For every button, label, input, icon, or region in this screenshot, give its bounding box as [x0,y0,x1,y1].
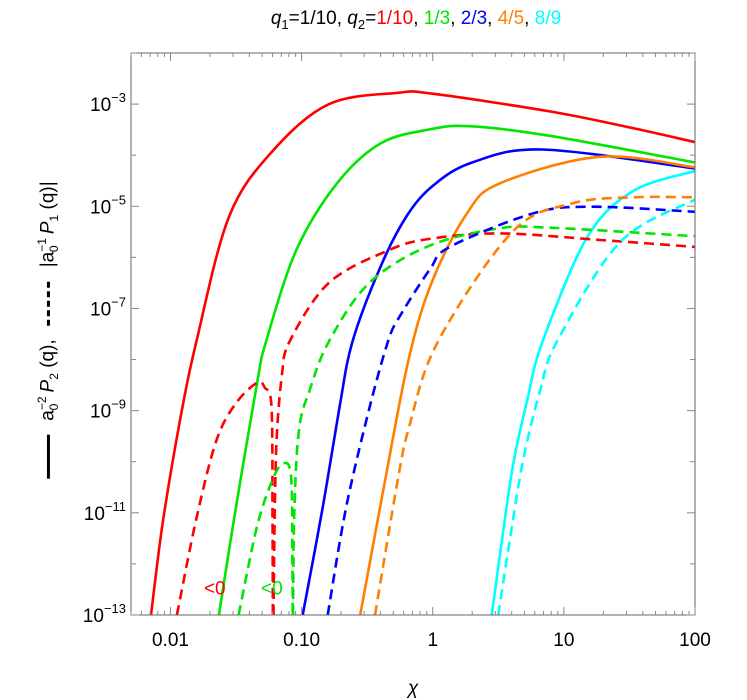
series-line-q2-8-9-dashed [497,198,695,615]
series-line-q2-8-9-solid [490,169,695,615]
title-q2-value: 2/3 [461,8,487,29]
series-line-q2-1-3-dashed [291,225,695,615]
ylabel-p1: |a−10 P1 (q)| [34,181,62,268]
series-line-q2-2-3-solid [301,148,695,615]
y-tick-label: 10−13 [83,601,126,627]
title-separator: , [413,8,424,29]
title-q1-sub: 1 [281,17,288,32]
y-tick-label: 10−7 [90,294,126,320]
series-line-q2-4-5-dashed [373,195,695,615]
legend-dashed-line [46,281,50,326]
axis-ticks: 0.01 0.10 1 10 100 10−3 10−5 10−7 10−9 10−11 10−13 [83,52,711,651]
series-line-q2-1-3-solid [217,124,695,615]
y-axis-label: a−20 P2 (q), |a−10 P1 (q)| [34,181,62,479]
title-q2-eq: = [365,8,376,29]
annotation-negative: <0 [204,579,226,600]
series-line-q2-1-10-solid [149,90,695,615]
x-tick-label: 10 [553,630,574,651]
title-separator: , [450,8,461,29]
title-q2-value: 1/10 [376,8,413,29]
x-tick-label: 0.10 [283,630,320,651]
title-q2-sub: 2 [358,17,365,32]
annotation-negative: <0 [261,579,283,600]
y-tick-label: 10−11 [84,499,126,525]
title-separator: , [487,8,498,29]
plot-curves [149,90,695,615]
y-tick-label: 10−9 [90,397,126,423]
title-separator: , [524,8,535,29]
series-line-q2-4-5-solid [358,155,695,615]
title-q2-value: 8/9 [535,8,561,29]
legend-solid-line [46,434,50,479]
x-tick-label: 0.01 [152,630,189,651]
y-tick-label: 10−3 [90,90,126,116]
plot-frame [130,52,696,616]
title-q2-symbol: q [347,8,358,29]
title-q2-values: 1/10, 1/3, 2/3, 4/5, 8/9 [376,8,561,29]
chart-title: q1=1/10, q2=1/10, 1/3, 2/3, 4/5, 8/9 [271,8,561,32]
series-line-q2-1-10-dashed [175,380,275,615]
title-q1-symbol: q [271,8,282,29]
series-line-q2-2-3-dashed [326,205,695,615]
ylabel-p2: a−20 P2 (q), [34,339,62,421]
title-q2-value: 4/5 [498,8,524,29]
title-q1-value: =1/10, [289,8,348,29]
x-tick-label: 1 [427,630,438,651]
x-axis-label: χ [406,678,419,699]
x-tick-label: 100 [679,630,711,651]
title-q2-value: 1/3 [424,8,450,29]
y-tick-label: 10−5 [90,192,126,218]
annotations: <0 <0 [204,579,283,600]
